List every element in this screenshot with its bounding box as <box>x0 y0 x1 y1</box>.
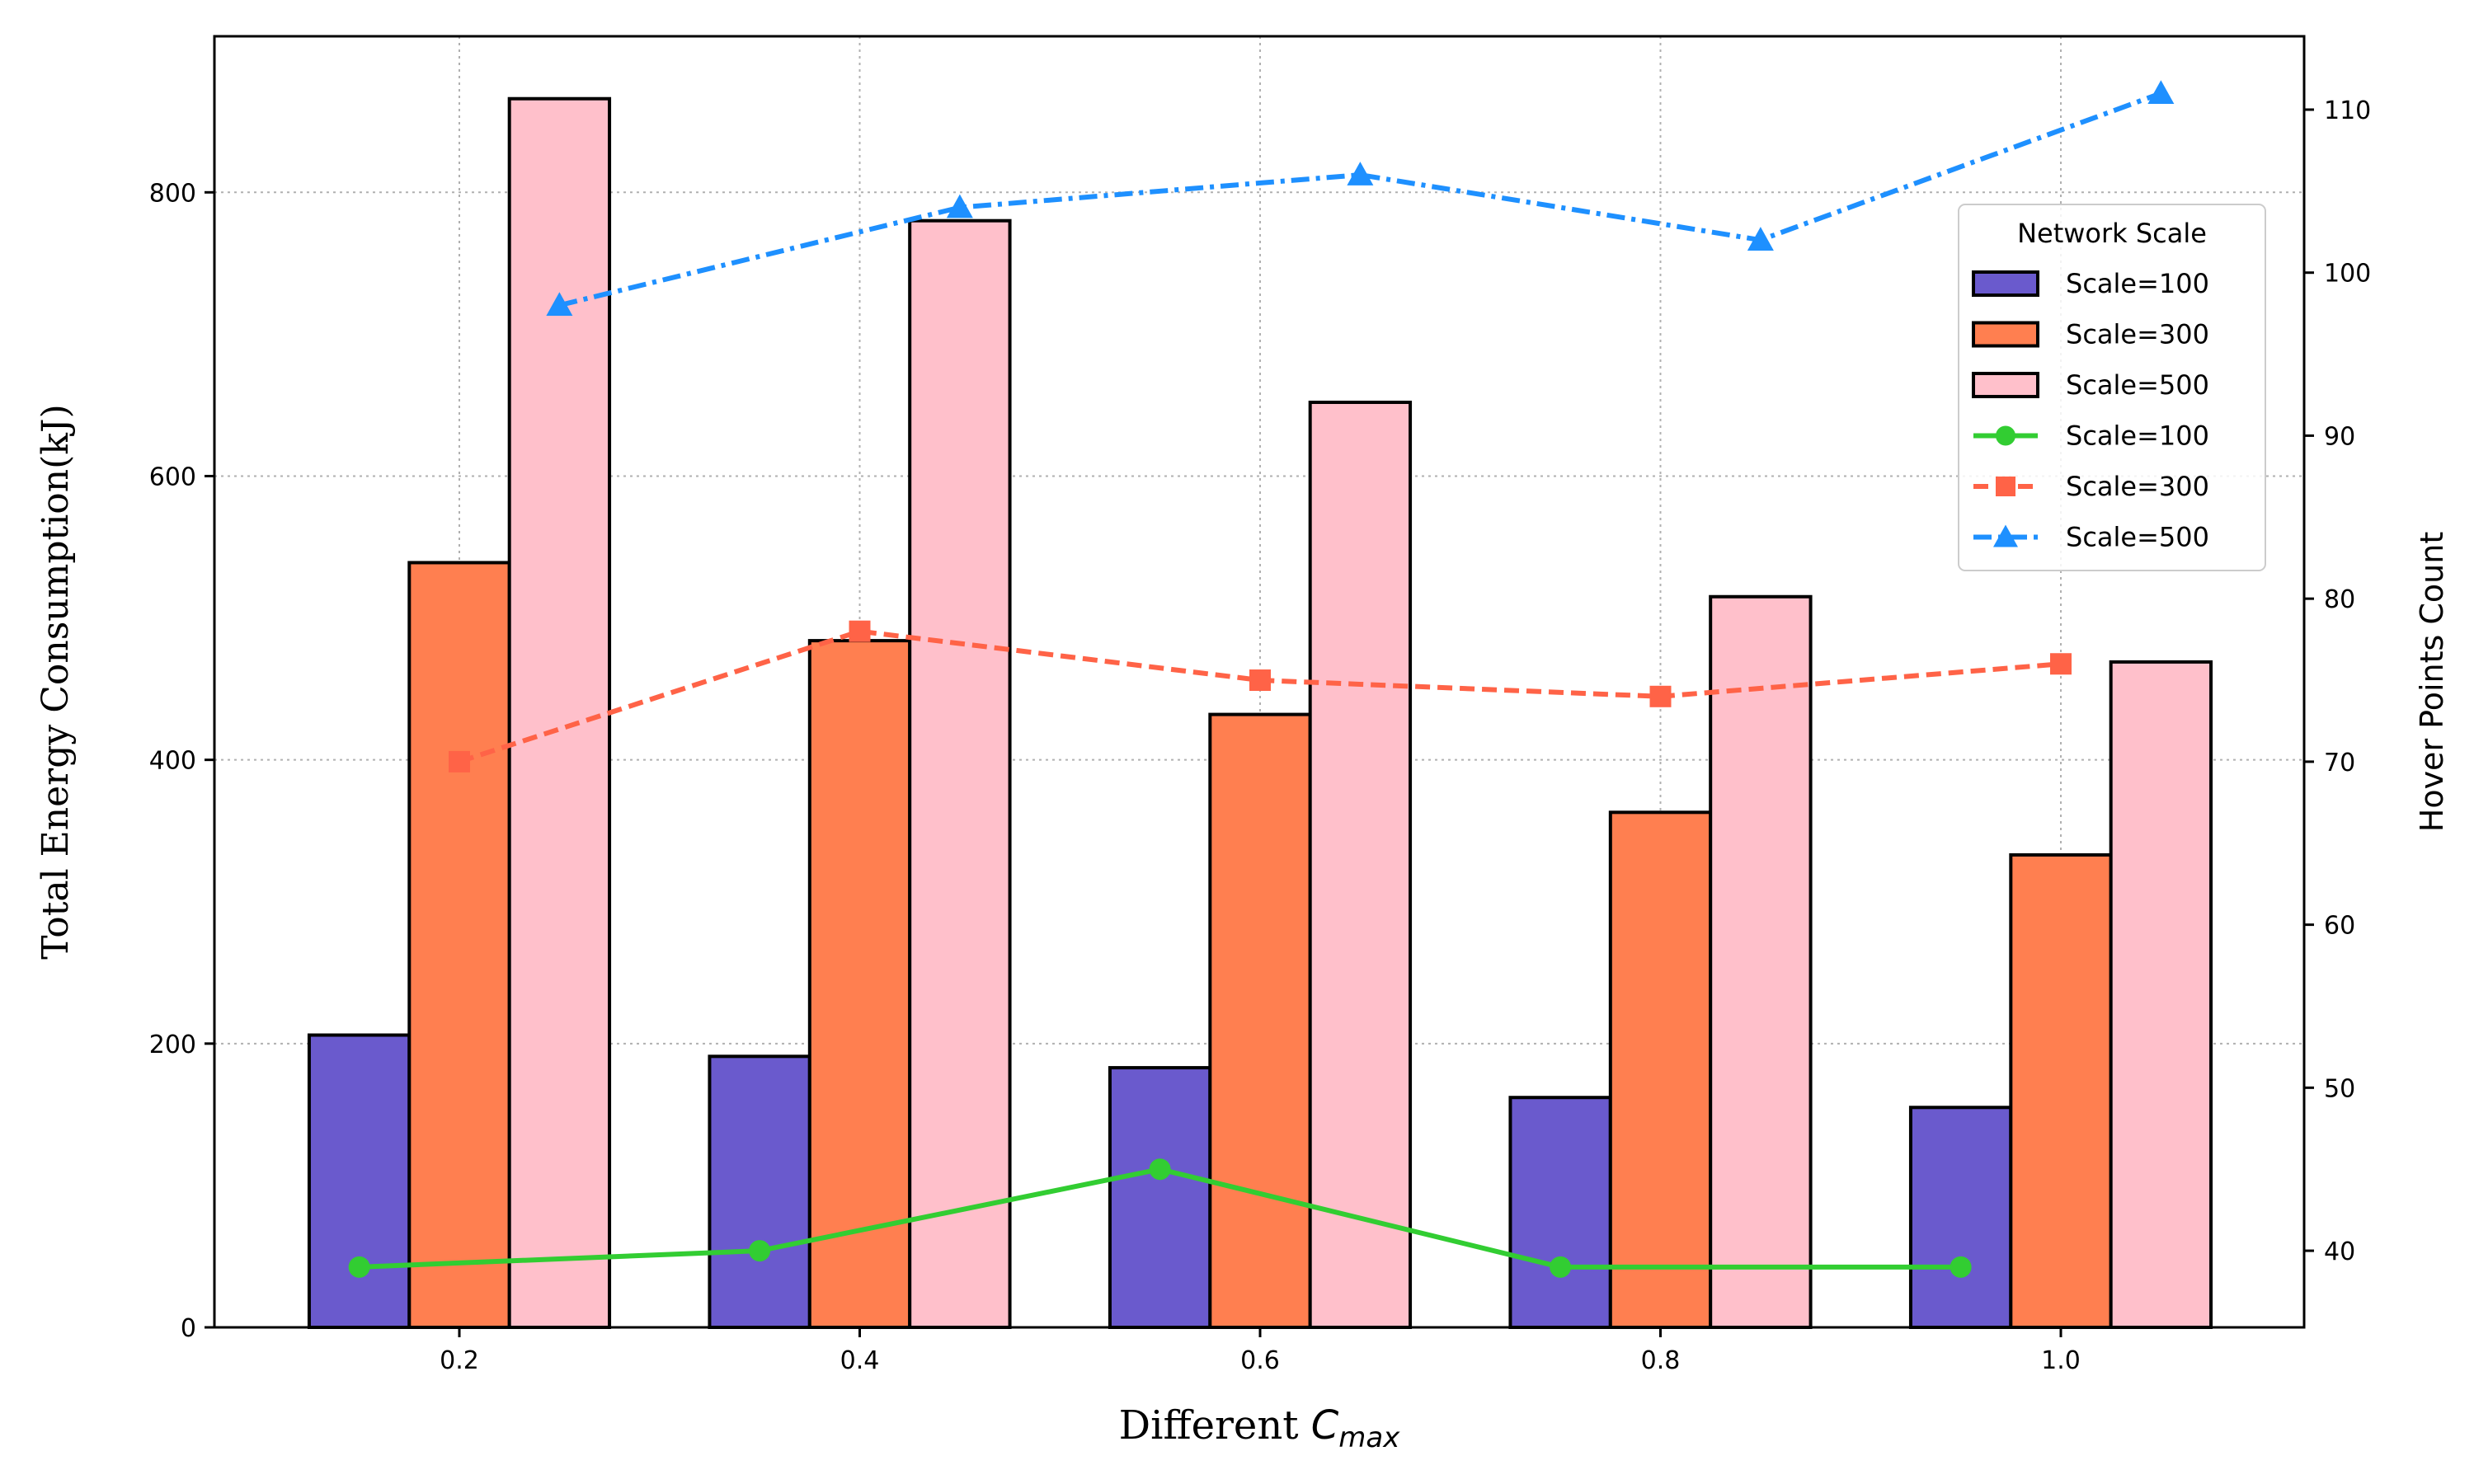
bar-scale-300-1.0 <box>2009 852 2113 1329</box>
bar-scale-500-1.0 <box>2109 660 2213 1329</box>
legend: Network Scale Scale=100 Scale=300 Scale=500… <box>1958 204 2266 571</box>
point-marker <box>2050 653 2072 675</box>
x-tick-label: 0.4 <box>840 1346 880 1375</box>
y-axis-left-label: Total Energy Consumption(kJ) <box>35 404 77 959</box>
point-marker <box>2147 80 2175 105</box>
point-marker <box>546 292 573 317</box>
legend-label: Scale=300 <box>2066 471 2209 502</box>
bar-scale-500-0.6 <box>1308 400 1413 1329</box>
bar-scale-300-0.6 <box>1208 712 1312 1329</box>
x-tick-label: 0.8 <box>1641 1346 1681 1375</box>
y-left-tick-label: 0 <box>181 1314 196 1343</box>
y-right-tick-label: 80 <box>2324 585 2355 614</box>
x-axis-label-var: C <box>1311 1402 1339 1449</box>
x-axis: 0.2 0.4 0.6 0.8 1.0 <box>440 1327 2081 1375</box>
x-axis-label-sub: max <box>1338 1421 1400 1454</box>
x-tick-label: 0.2 <box>440 1346 479 1375</box>
lines <box>348 80 2175 1278</box>
bar-scale-500-0.2 <box>507 96 612 1330</box>
y-left-tick-label: 400 <box>149 747 196 776</box>
y-axis-right: 40 50 60 70 80 90 100 110 <box>2304 96 2371 1266</box>
point-marker <box>1747 227 1774 251</box>
y-right-tick-label: 110 <box>2324 96 2371 125</box>
point-marker <box>1550 1256 1572 1278</box>
y-axis-left: 0 200 400 600 800 <box>149 179 214 1343</box>
y-left-tick-label: 600 <box>149 463 196 491</box>
legend-label: Scale=500 <box>2066 522 2209 553</box>
bar-scale-100-0.2 <box>307 1033 412 1329</box>
y-right-tick-label: 40 <box>2324 1237 2355 1266</box>
legend-swatch-bar <box>1972 372 2039 398</box>
legend-marker <box>1993 524 2018 547</box>
y-left-tick-label: 800 <box>149 179 196 208</box>
legend-swatch-bar <box>1972 270 2039 297</box>
point-marker <box>849 620 871 642</box>
y-right-tick-label: 70 <box>2324 749 2355 777</box>
y-right-tick-label: 90 <box>2324 422 2355 451</box>
point-marker <box>1249 669 1271 692</box>
bars <box>307 96 2213 1330</box>
point-marker <box>1950 1256 1972 1278</box>
series-line-scale-500 <box>558 91 2162 308</box>
point-marker <box>946 194 973 218</box>
legend-marker <box>1996 425 2015 446</box>
legend-label: Scale=100 <box>2066 268 2209 299</box>
y-left-tick-label: 200 <box>149 1031 196 1059</box>
x-tick-label: 0.6 <box>1240 1346 1280 1375</box>
bar-scale-300-0.2 <box>407 561 511 1329</box>
bar-scale-100-1.0 <box>1908 1106 2013 1330</box>
legend-label: Scale=500 <box>2066 369 2209 401</box>
bar-scale-500-0.4 <box>908 218 1012 1330</box>
y-right-tick-label: 100 <box>2324 260 2371 289</box>
x-axis-label: Different Cmax <box>1119 1402 1401 1454</box>
bar-scale-500-0.8 <box>1709 594 1813 1329</box>
legend-swatch-bar <box>1972 321 2039 348</box>
point-marker <box>1347 162 1374 186</box>
x-tick-label: 1.0 <box>2041 1346 2081 1375</box>
y-right-tick-label: 60 <box>2324 912 2355 941</box>
legend-title: Network Scale <box>2017 218 2207 249</box>
bar-scale-300-0.8 <box>1608 810 1713 1329</box>
bar-scale-100-0.8 <box>1508 1096 1612 1329</box>
y-axis-right-label: Hover Points Count <box>2414 532 2450 832</box>
y-right-tick-label: 50 <box>2324 1074 2355 1103</box>
bar-scale-100-0.4 <box>708 1054 811 1330</box>
legend-label: Scale=300 <box>2066 319 2209 350</box>
legend-label: Scale=100 <box>2066 420 2209 452</box>
x-axis-label-prefix: Different <box>1119 1402 1311 1449</box>
point-marker <box>449 750 470 773</box>
point-marker <box>1649 685 1672 707</box>
point-marker <box>348 1256 370 1278</box>
point-marker <box>1149 1158 1171 1181</box>
point-marker <box>749 1240 771 1262</box>
bar-scale-100-0.6 <box>1108 1066 1212 1329</box>
legend-marker <box>1996 477 2015 496</box>
